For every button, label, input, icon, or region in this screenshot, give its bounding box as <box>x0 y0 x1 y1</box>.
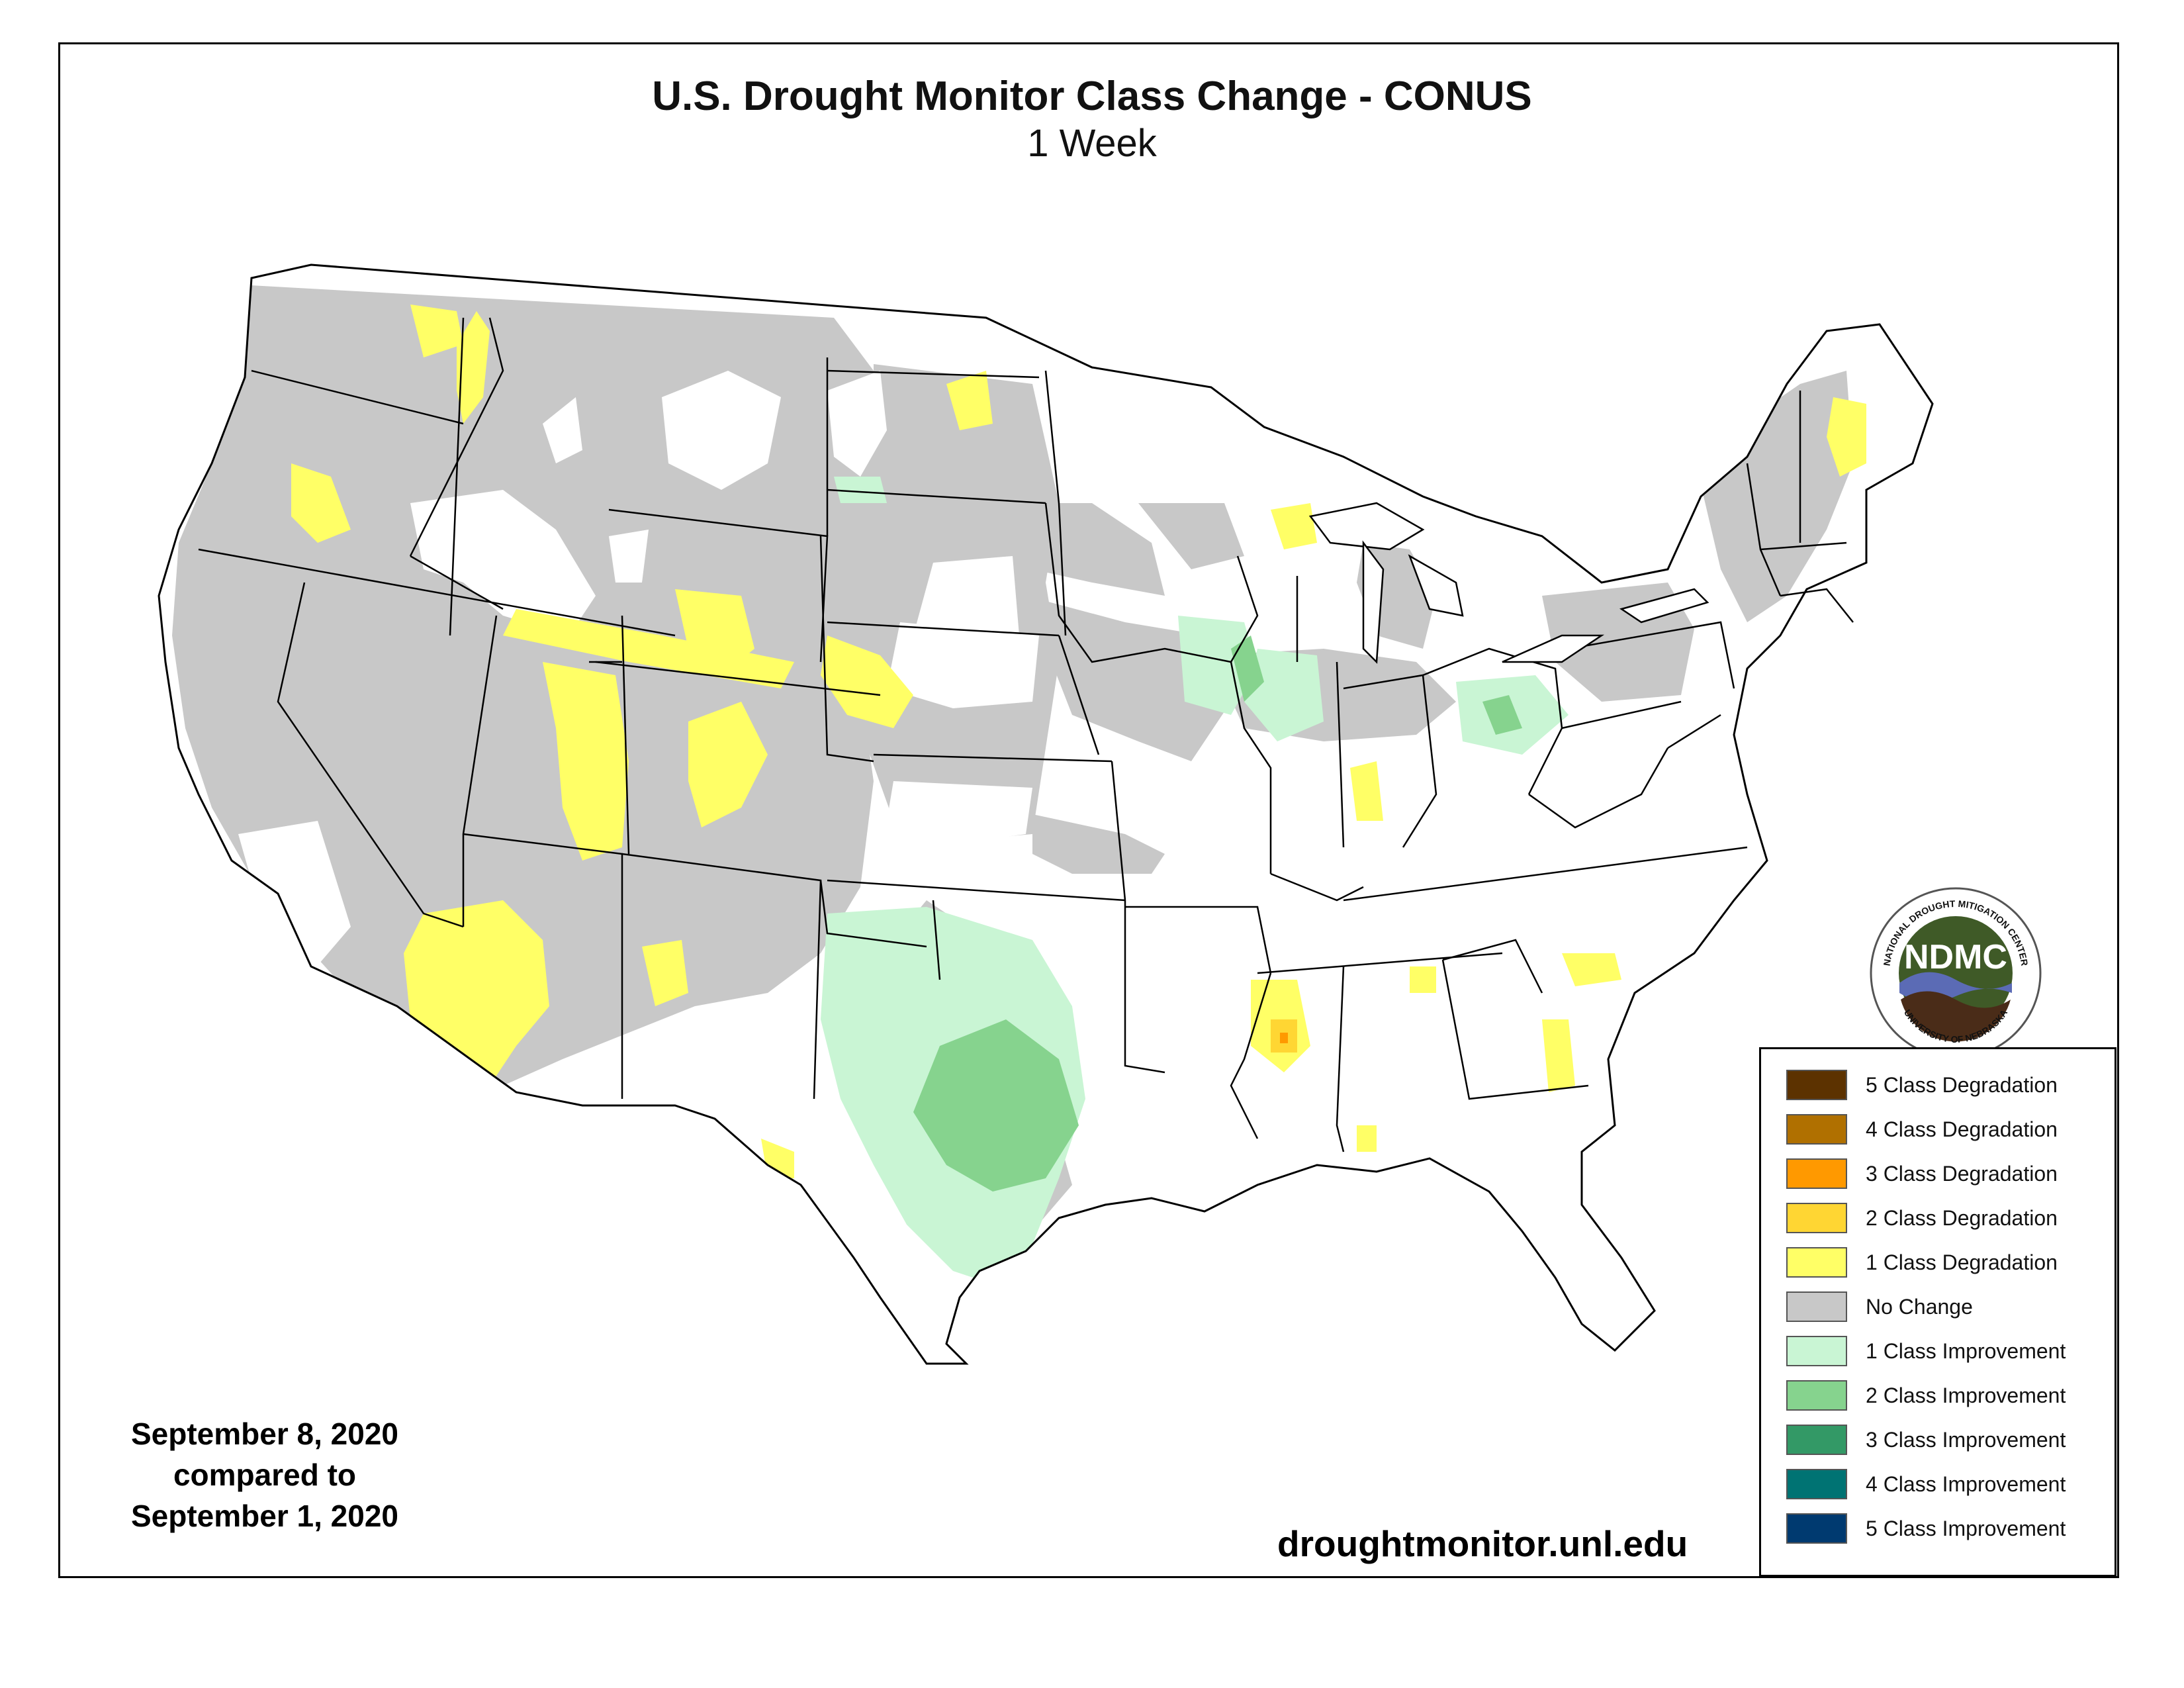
legend-swatch <box>1786 1425 1847 1455</box>
legend-swatch <box>1786 1070 1847 1100</box>
legend-label: 4 Class Degradation <box>1866 1117 2058 1141</box>
legend-item: 3 Class Degradation <box>1786 1158 2058 1190</box>
legend-item: 3 Class Improvement <box>1786 1424 2066 1456</box>
legend-swatch <box>1786 1380 1847 1411</box>
degradation-3-regions <box>1280 1033 1288 1043</box>
legend-swatch <box>1786 1291 1847 1322</box>
legend-item: 4 Class Improvement <box>1786 1468 2066 1500</box>
legend-swatch <box>1786 1513 1847 1544</box>
website-url[interactable]: droughtmonitor.unl.edu <box>1277 1523 1688 1564</box>
date-compared-to: compared to <box>173 1458 357 1492</box>
improvement-2-regions <box>913 635 1522 1192</box>
date-current: September 8, 2020 <box>130 1417 398 1451</box>
legend-item: 2 Class Improvement <box>1786 1380 2066 1411</box>
legend-item: 1 Class Improvement <box>1786 1335 2066 1367</box>
legend-label: 4 Class Improvement <box>1866 1472 2066 1496</box>
legend-item: 1 Class Degradation <box>1786 1246 2058 1278</box>
legend-label: 1 Class Improvement <box>1866 1338 2066 1363</box>
legend-swatch <box>1786 1203 1847 1233</box>
legend-label: 3 Class Degradation <box>1866 1161 2058 1186</box>
legend-item: 2 Class Degradation <box>1786 1202 2058 1234</box>
date-comparison: September 8, 2020 compared to September … <box>99 1413 430 1536</box>
legend-label: 5 Class Degradation <box>1866 1072 2058 1097</box>
legend: 5 Class Degradation 4 Class Degradation 3 … <box>1759 1047 2116 1577</box>
legend-item: 5 Class Degradation <box>1786 1069 2058 1101</box>
ndmc-logo: NDMC NATIONAL DROUGHT MITIGATION CENTER … <box>1870 887 2042 1059</box>
legend-swatch <box>1786 1158 1847 1189</box>
legend-item: 5 Class Improvement <box>1786 1513 2066 1544</box>
date-previous: September 1, 2020 <box>130 1499 398 1533</box>
logo-abbr: NDMC <box>1904 938 2007 976</box>
great-lakes <box>1308 502 1709 664</box>
legend-label: 2 Class Degradation <box>1866 1205 2058 1230</box>
legend-label: 1 Class Degradation <box>1866 1250 2058 1274</box>
legend-label: 5 Class Improvement <box>1866 1516 2066 1540</box>
legend-label: No Change <box>1866 1294 1973 1319</box>
unchanged-white-patches <box>238 371 1039 973</box>
legend-item: 4 Class Degradation <box>1786 1113 2058 1145</box>
map-subtitle: 1 Week <box>1027 122 1157 165</box>
legend-item: No Change <box>1786 1291 1973 1323</box>
legend-label: 3 Class Improvement <box>1866 1427 2066 1452</box>
legend-label: 2 Class Improvement <box>1866 1383 2066 1407</box>
state-boundaries <box>198 317 1854 1152</box>
legend-swatch <box>1786 1336 1847 1366</box>
map-title: U.S. Drought Monitor Class Change - CONU… <box>652 73 1532 119</box>
legend-swatch <box>1786 1247 1847 1278</box>
legend-swatch <box>1786 1114 1847 1145</box>
legend-swatch <box>1786 1469 1847 1499</box>
